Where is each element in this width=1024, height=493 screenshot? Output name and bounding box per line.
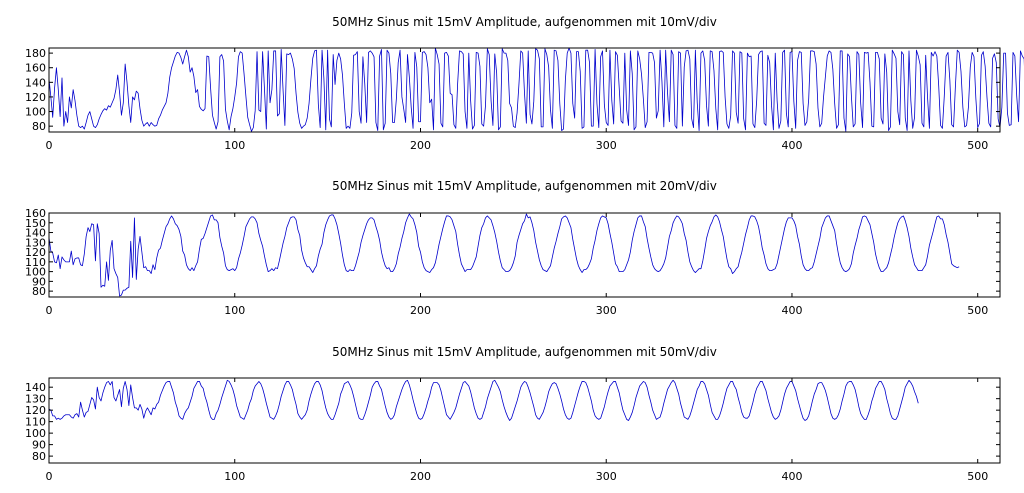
plot-frame bbox=[48, 212, 1001, 298]
x-tick-label: 100 bbox=[224, 139, 245, 152]
subplot-1: 50MHz Sinus mit 15mV Amplitude, aufgenom… bbox=[25, 15, 1024, 152]
chart-title: 50MHz Sinus mit 15mV Amplitude, aufgenom… bbox=[332, 15, 717, 29]
subplot-3: 50MHz Sinus mit 15mV Amplitude, aufgenom… bbox=[25, 345, 1001, 483]
x-tick-label: 500 bbox=[967, 470, 988, 483]
x-tick-label: 100 bbox=[224, 470, 245, 483]
y-tick-label: 140 bbox=[25, 227, 46, 240]
chart-title: 50MHz Sinus mit 15mV Amplitude, aufgenom… bbox=[332, 345, 717, 359]
signal-trace bbox=[48, 47, 1024, 132]
x-tick-label: 300 bbox=[596, 304, 617, 317]
subplot-2: 50MHz Sinus mit 15mV Amplitude, aufgenom… bbox=[25, 179, 1001, 317]
signal-trace bbox=[48, 379, 919, 421]
y-tick-label: 160 bbox=[25, 207, 46, 220]
chart-title: 50MHz Sinus mit 15mV Amplitude, aufgenom… bbox=[332, 179, 717, 193]
x-tick-label: 400 bbox=[781, 470, 802, 483]
x-tick-label: 400 bbox=[781, 304, 802, 317]
x-tick-label: 0 bbox=[46, 139, 53, 152]
x-tick-label: 300 bbox=[596, 470, 617, 483]
y-tick-label: 130 bbox=[25, 236, 46, 249]
y-tick-label: 90 bbox=[32, 439, 46, 452]
x-tick-label: 0 bbox=[46, 304, 53, 317]
y-tick-label: 110 bbox=[25, 416, 46, 429]
plot-frame bbox=[48, 377, 1001, 464]
y-tick-label: 100 bbox=[25, 266, 46, 279]
x-tick-label: 200 bbox=[410, 304, 431, 317]
x-tick-label: 0 bbox=[46, 470, 53, 483]
y-tick-label: 100 bbox=[25, 106, 46, 119]
y-tick-label: 120 bbox=[25, 91, 46, 104]
y-tick-label: 160 bbox=[25, 62, 46, 75]
y-tick-label: 180 bbox=[25, 47, 46, 60]
plot-frame bbox=[48, 47, 1001, 133]
y-tick-label: 130 bbox=[25, 393, 46, 406]
y-tick-label: 140 bbox=[25, 76, 46, 89]
x-tick-label: 100 bbox=[224, 304, 245, 317]
y-tick-label: 150 bbox=[25, 217, 46, 230]
y-tick-label: 140 bbox=[25, 381, 46, 394]
x-tick-label: 400 bbox=[781, 139, 802, 152]
x-tick-label: 500 bbox=[967, 139, 988, 152]
y-tick-label: 110 bbox=[25, 256, 46, 269]
y-tick-label: 90 bbox=[32, 275, 46, 288]
y-tick-label: 120 bbox=[25, 404, 46, 417]
y-tick-label: 80 bbox=[32, 450, 46, 463]
y-tick-label: 100 bbox=[25, 427, 46, 440]
y-tick-label: 80 bbox=[32, 285, 46, 298]
x-tick-label: 200 bbox=[410, 139, 431, 152]
x-tick-label: 200 bbox=[410, 470, 431, 483]
y-tick-label: 120 bbox=[25, 246, 46, 259]
signal-trace bbox=[48, 213, 960, 297]
x-tick-label: 300 bbox=[596, 139, 617, 152]
y-tick-label: 80 bbox=[32, 120, 46, 133]
x-tick-label: 500 bbox=[967, 304, 988, 317]
